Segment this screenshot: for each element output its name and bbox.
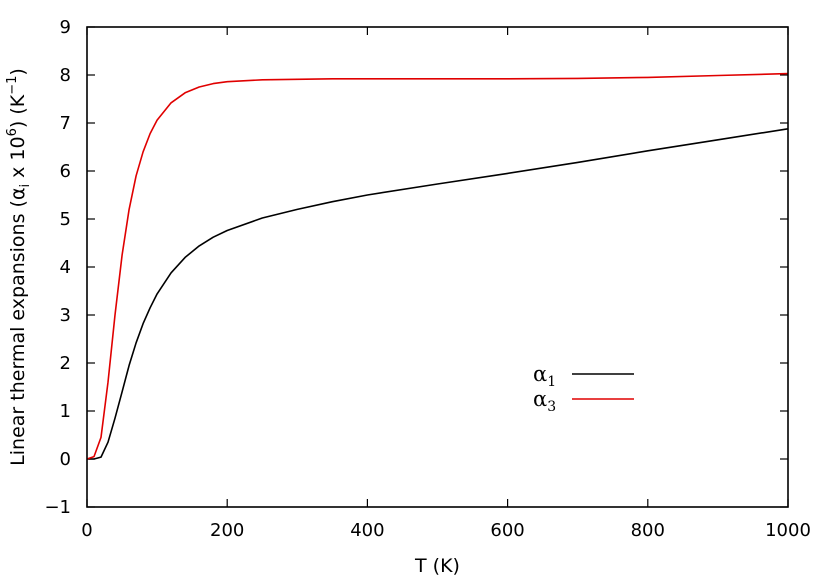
y-tick-label: 4: [60, 257, 71, 278]
data-curves: [86, 72, 789, 460]
y-tick-label: 7: [60, 113, 71, 134]
y-tick-label: 2: [60, 353, 71, 374]
axis-ticks: [86, 26, 789, 508]
x-tick-label: 400: [350, 520, 384, 541]
plot-frame: [86, 26, 789, 508]
x-axis-label: T (K): [414, 555, 460, 577]
x-tick-label: 0: [81, 520, 92, 541]
y-tick-label: 3: [60, 305, 71, 326]
y-tick-label: 1: [60, 401, 71, 422]
x-tick-label: 200: [210, 520, 244, 541]
legend-label-α3: α3: [533, 387, 556, 415]
series-line-α1: [87, 128, 789, 460]
tick-labels: 0 200 400 600 800 1000 −1 0 1 2 3 4 5 6 7 8 9: [44, 17, 810, 541]
x-tick-label: 800: [631, 520, 665, 541]
x-tick-label: 600: [490, 520, 524, 541]
y-tick-label: 5: [60, 209, 71, 230]
legend-label-α1: α1: [533, 362, 556, 390]
y-tick-label: 9: [60, 17, 71, 38]
y-tick-label: 6: [60, 161, 71, 182]
x-tick-label: 1000: [765, 520, 811, 541]
y-tick-label: −1: [44, 497, 71, 518]
series-line-α3: [86, 72, 789, 460]
y-tick-label: 0: [60, 449, 71, 470]
y-tick-label: 8: [60, 65, 71, 86]
y-axis-label: Linear thermal expansions (αi x 106) (K−…: [5, 68, 33, 466]
